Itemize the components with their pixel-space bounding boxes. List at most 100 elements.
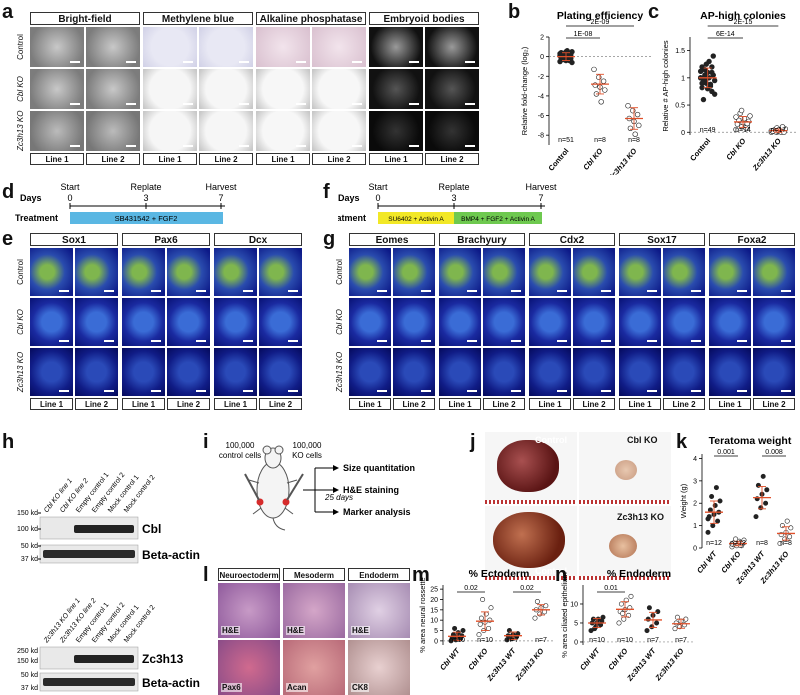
marker-100: 100 kd	[17, 526, 38, 533]
line-footer: Line 1	[439, 398, 481, 410]
n-label: n=10	[449, 637, 465, 644]
step-start: Start	[60, 182, 80, 192]
column-header: Mesoderm	[283, 568, 345, 581]
treatment-bar	[70, 212, 223, 224]
data-point	[710, 53, 716, 59]
data-point	[747, 113, 753, 119]
panel-label-n: n	[555, 564, 568, 586]
scale-bar	[467, 290, 477, 292]
micrograph-tile	[483, 348, 525, 396]
data-point	[480, 596, 486, 602]
p-value-label: 0.02	[464, 585, 478, 592]
scale-bar	[239, 61, 249, 63]
data-point	[632, 131, 638, 137]
data-point	[600, 78, 607, 84]
micrograph-tile	[30, 69, 84, 109]
n-label: n=49	[700, 127, 716, 134]
x-tick-label: Zc3h13 KO	[606, 146, 639, 175]
micrograph-tile	[425, 27, 479, 67]
n-label: n=8	[628, 137, 640, 144]
scale-bar	[196, 390, 206, 392]
n-label: n=8	[780, 540, 792, 547]
y-axis-label: % area neural rossette	[418, 577, 427, 652]
p-value-label: 0.01	[604, 585, 618, 592]
scale-bar	[737, 290, 747, 292]
scale-bar	[377, 390, 387, 392]
chart-title: Plating efficiency	[557, 10, 644, 22]
line-footer: Line 2	[753, 398, 795, 410]
scale-bar	[557, 290, 567, 292]
data-point	[784, 518, 790, 524]
arrow-head	[333, 487, 339, 493]
marker-50: 50 kd	[21, 543, 38, 550]
n-label: n=51	[558, 137, 574, 144]
x-tick-label: Cbl KO	[581, 146, 604, 171]
micrograph-tile	[199, 69, 253, 109]
scale-bar	[352, 61, 362, 63]
marker-150: 150 kd	[17, 510, 38, 517]
column-header: Methylene blue	[143, 12, 253, 25]
scale-bar	[126, 103, 136, 105]
scale-bar	[59, 290, 69, 292]
micrograph-tile	[214, 348, 257, 396]
data-point	[672, 626, 678, 632]
control-cells-line2: control cells	[219, 451, 261, 460]
y-tick-label: -2	[538, 74, 544, 81]
micrograph-tile	[753, 248, 795, 296]
n-label: n=8	[594, 137, 606, 144]
data-point	[600, 614, 606, 620]
protein-actin-2: Beta-actin	[142, 676, 200, 690]
scale-bar	[243, 290, 253, 292]
line-footer: Line 1	[709, 398, 751, 410]
micrograph-tile	[214, 248, 257, 296]
y-tick-label: -8	[538, 133, 544, 140]
step-replate: Replate	[130, 182, 161, 192]
micrograph-tile	[663, 298, 705, 346]
x-tick-label: Zc3h13 KO	[513, 646, 546, 683]
data-point	[760, 473, 766, 479]
data-point	[596, 74, 602, 80]
histology-tile: Acan	[283, 640, 345, 695]
scale-bar	[151, 340, 161, 342]
data-point	[710, 523, 716, 529]
micrograph-tile	[619, 298, 661, 346]
data-point	[655, 609, 661, 615]
column-header: Dcx	[214, 233, 302, 246]
y-tick-label: 5	[434, 628, 438, 635]
scale-bar	[70, 145, 80, 147]
data-point	[715, 518, 721, 524]
data-point	[654, 620, 660, 626]
panel-label-h: h	[2, 431, 15, 453]
teratoma-schematic: 100,000 control cells 100,000 KO cells 2…	[219, 441, 415, 531]
y-tick-label: 0	[434, 638, 438, 645]
x-tick-label: Control	[688, 137, 712, 163]
scale-bar	[691, 340, 701, 342]
line-footer: Line 1	[529, 398, 571, 410]
arrow-head	[333, 465, 339, 471]
micrograph-tile	[349, 248, 391, 296]
n-label: n=10	[617, 637, 633, 644]
panel-label-e: e	[2, 228, 14, 250]
line-footer: Line 1	[30, 398, 73, 410]
scale-bar	[409, 145, 419, 147]
data-point	[543, 603, 549, 609]
line-footer: Line 2	[86, 153, 140, 165]
line-footer: Line 1	[122, 398, 165, 410]
line-footer: Line 1	[256, 153, 310, 165]
step-harvest: Harvest	[525, 182, 557, 192]
row-label: Cbl KO	[16, 76, 25, 102]
scale-bar	[288, 290, 298, 292]
data-point	[753, 514, 759, 520]
row-label: Control	[335, 259, 344, 285]
micrograph-tile	[259, 248, 302, 296]
data-point	[700, 96, 707, 103]
n-label: n=7	[507, 637, 519, 644]
scale-bar	[737, 390, 747, 392]
scale-bar	[126, 61, 136, 63]
data-point	[616, 620, 622, 626]
micrograph-tile	[529, 348, 571, 396]
scale-bar	[104, 390, 114, 392]
scale-bar	[183, 61, 193, 63]
syringe-icon	[244, 473, 304, 501]
